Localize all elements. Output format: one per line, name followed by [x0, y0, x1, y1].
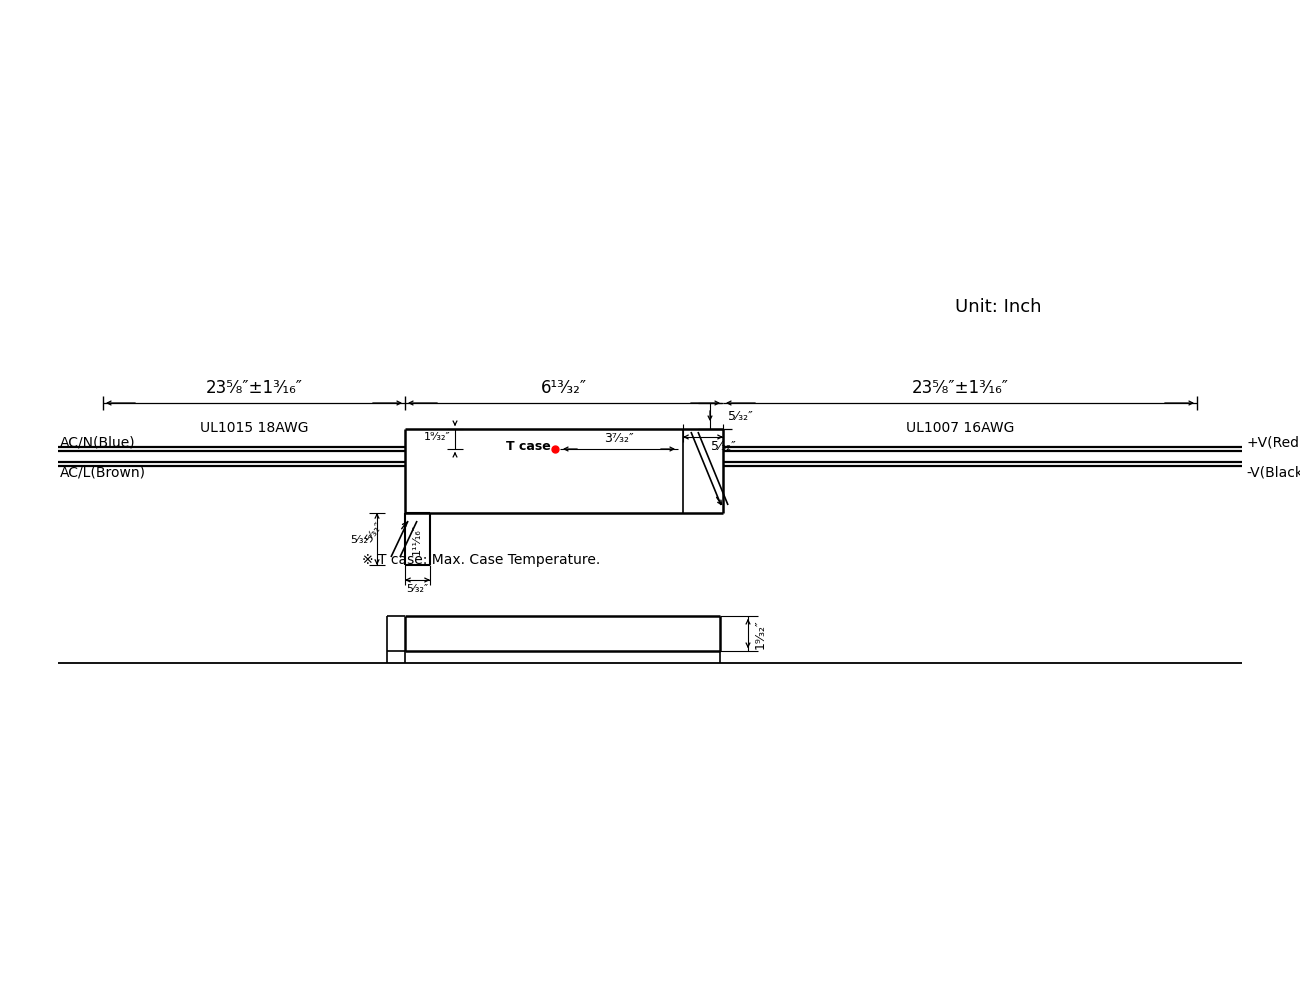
Text: 5⁄₃₂″: 5⁄₃₂″	[364, 520, 385, 544]
Text: 1¹¹⁄₁₆″: 1¹¹⁄₁₆″	[412, 524, 423, 555]
Text: 5⁄₃₂″: 5⁄₃₂″	[407, 584, 429, 594]
Text: +V(Red): +V(Red)	[1245, 434, 1300, 448]
Text: ※ T case: Max. Case Temperature.: ※ T case: Max. Case Temperature.	[361, 553, 601, 567]
Text: AC/N(Blue): AC/N(Blue)	[60, 434, 135, 448]
Text: 23⁵⁄₈″±1³⁄₁₆″: 23⁵⁄₈″±1³⁄₁₆″	[911, 378, 1009, 396]
Text: -V(Black): -V(Black)	[1245, 465, 1300, 479]
Text: 6¹³⁄₃₂″: 6¹³⁄₃₂″	[541, 378, 588, 396]
Text: 1⁹⁄₃₂″: 1⁹⁄₃₂″	[754, 619, 767, 649]
Text: AC/L(Brown): AC/L(Brown)	[60, 465, 146, 479]
Text: UL1015 18AWG: UL1015 18AWG	[200, 420, 308, 434]
Text: 1⁹⁄₃₂″: 1⁹⁄₃₂″	[424, 431, 450, 441]
Text: UL1007 16AWG: UL1007 16AWG	[906, 420, 1014, 434]
Text: T case: T case	[506, 440, 551, 453]
Text: 5⁄₃₂″: 5⁄₃₂″	[350, 535, 372, 545]
Text: 23⁵⁄₈″±1³⁄₁₆″: 23⁵⁄₈″±1³⁄₁₆″	[205, 378, 303, 396]
Text: 3⁷⁄₃₂″: 3⁷⁄₃₂″	[604, 431, 634, 444]
Text: 5⁄₃₂″: 5⁄₃₂″	[728, 410, 753, 423]
Text: 5⁄₃₂″: 5⁄₃₂″	[711, 439, 736, 452]
Text: Unit: Inch: Unit: Inch	[956, 298, 1041, 316]
